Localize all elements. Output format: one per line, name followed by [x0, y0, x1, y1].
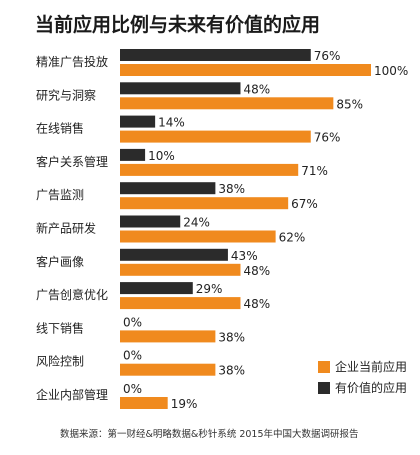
- category-label: 企业内部管理: [36, 387, 108, 402]
- value-label: 76%: [314, 49, 341, 63]
- value-label: 10%: [148, 149, 175, 163]
- bar-valuable: [120, 182, 216, 195]
- bar-current: [120, 163, 299, 176]
- category-label: 在线销售: [36, 121, 84, 136]
- value-label: 38%: [218, 182, 245, 196]
- bar-current: [120, 64, 371, 76]
- value-label: 0%: [123, 349, 142, 363]
- value-label: 48%: [243, 82, 270, 96]
- category-label: 精准广告投放: [36, 54, 108, 69]
- chart-title: 当前应用比例与未来有价值的应用: [35, 13, 320, 36]
- category-label: 线下销售: [36, 320, 84, 335]
- value-label: 71%: [301, 164, 328, 178]
- value-label: 0%: [123, 315, 142, 329]
- category-label: 客户画像: [36, 254, 84, 269]
- bar-current: [120, 97, 334, 110]
- source-note: 数据来源：第一财经&明略数据&秒针系统 2015年中国大数据调研报告: [60, 428, 359, 440]
- value-label: 38%: [218, 330, 245, 344]
- category-label: 新产品研发: [36, 221, 96, 236]
- bar-valuable: [120, 282, 193, 295]
- bar-current: [120, 330, 216, 343]
- category-labels: 精准广告投放研究与洞察在线销售客户关系管理广告监测新产品研发客户画像广告创意优化…: [36, 54, 108, 402]
- category-label: 研究与洞察: [36, 87, 96, 102]
- bar-valuable: [120, 148, 146, 161]
- legend-swatch: [318, 361, 330, 373]
- bar-valuable: [120, 82, 241, 95]
- bar-valuable: [120, 115, 156, 128]
- legend-swatch: [318, 382, 330, 394]
- bar-current: [120, 263, 241, 276]
- value-label: 29%: [196, 282, 223, 296]
- legend-label: 有价值的应用: [335, 380, 407, 395]
- legend-label: 企业当前应用: [335, 359, 407, 374]
- value-label: 85%: [336, 97, 363, 111]
- bar-current: [120, 363, 216, 376]
- category-label: 客户关系管理: [36, 154, 108, 169]
- value-label: 62%: [279, 231, 306, 245]
- value-label: 48%: [243, 264, 270, 278]
- bar-valuable: [120, 215, 181, 228]
- category-label: 风险控制: [36, 354, 84, 369]
- category-label: 广告监测: [36, 188, 84, 202]
- bar-current: [120, 197, 289, 210]
- value-label: 43%: [231, 249, 258, 263]
- value-label: 100%: [374, 64, 408, 78]
- bars: [120, 49, 371, 409]
- bar-valuable: [120, 248, 228, 261]
- category-label: 广告创意优化: [36, 287, 108, 302]
- bar-current: [120, 397, 168, 409]
- value-label: 19%: [171, 397, 198, 411]
- value-label: 67%: [291, 197, 318, 211]
- bar-current: [120, 230, 276, 243]
- value-label: 0%: [123, 382, 142, 396]
- bar-current: [120, 297, 241, 310]
- value-label: 76%: [314, 131, 341, 145]
- value-labels: 76% 100% 48% 85% 14% 76% 10% 71% 38% 67% 24% 62% 43%…: [123, 49, 408, 411]
- bar-current: [120, 130, 311, 143]
- value-label: 48%: [243, 297, 270, 311]
- value-label: 38%: [218, 364, 245, 378]
- value-label: 14%: [158, 116, 185, 130]
- bar-valuable: [120, 49, 311, 61]
- value-label: 24%: [183, 216, 210, 230]
